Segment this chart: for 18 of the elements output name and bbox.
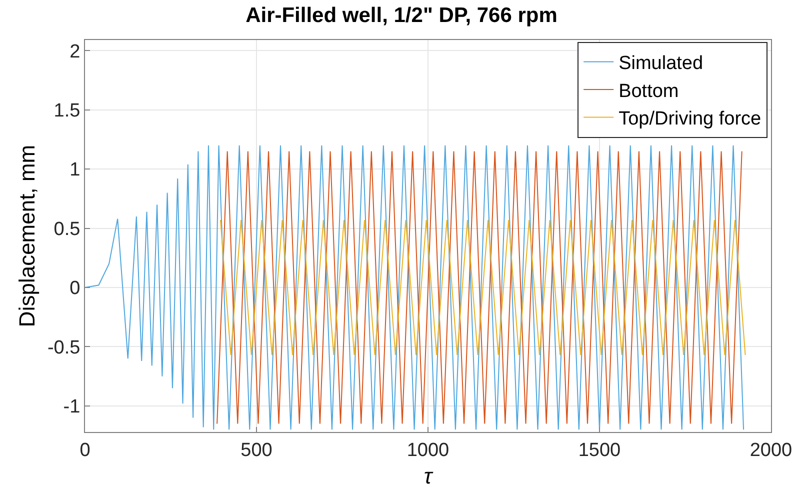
legend-label: Simulated xyxy=(618,53,704,74)
legend-label: Bottom xyxy=(618,80,679,102)
y-tick-label: 1.5 xyxy=(54,100,80,122)
chart-title: Air-Filled well, 1/2" DP, 766 rpm xyxy=(246,4,558,28)
x-tick-label: 1500 xyxy=(578,440,621,461)
x-tick-label: 1000 xyxy=(406,440,450,461)
line-series xyxy=(85,144,744,430)
y-axis-title: Displacement, mm xyxy=(14,144,40,328)
x-axis-title: τ xyxy=(424,464,434,489)
x-tick-label: 500 xyxy=(240,440,272,461)
y-tick-label: 2 xyxy=(70,41,80,62)
legend-label: Top/Driving force xyxy=(618,108,762,130)
x-tick-label: 2000 xyxy=(750,440,792,461)
y-tick-label: 0.5 xyxy=(54,218,80,240)
y-tick-label: -1 xyxy=(63,396,80,418)
y-tick-label: 1 xyxy=(70,160,80,181)
y-tick-label: 0 xyxy=(70,278,80,300)
y-tick-label: -0.5 xyxy=(47,337,80,358)
